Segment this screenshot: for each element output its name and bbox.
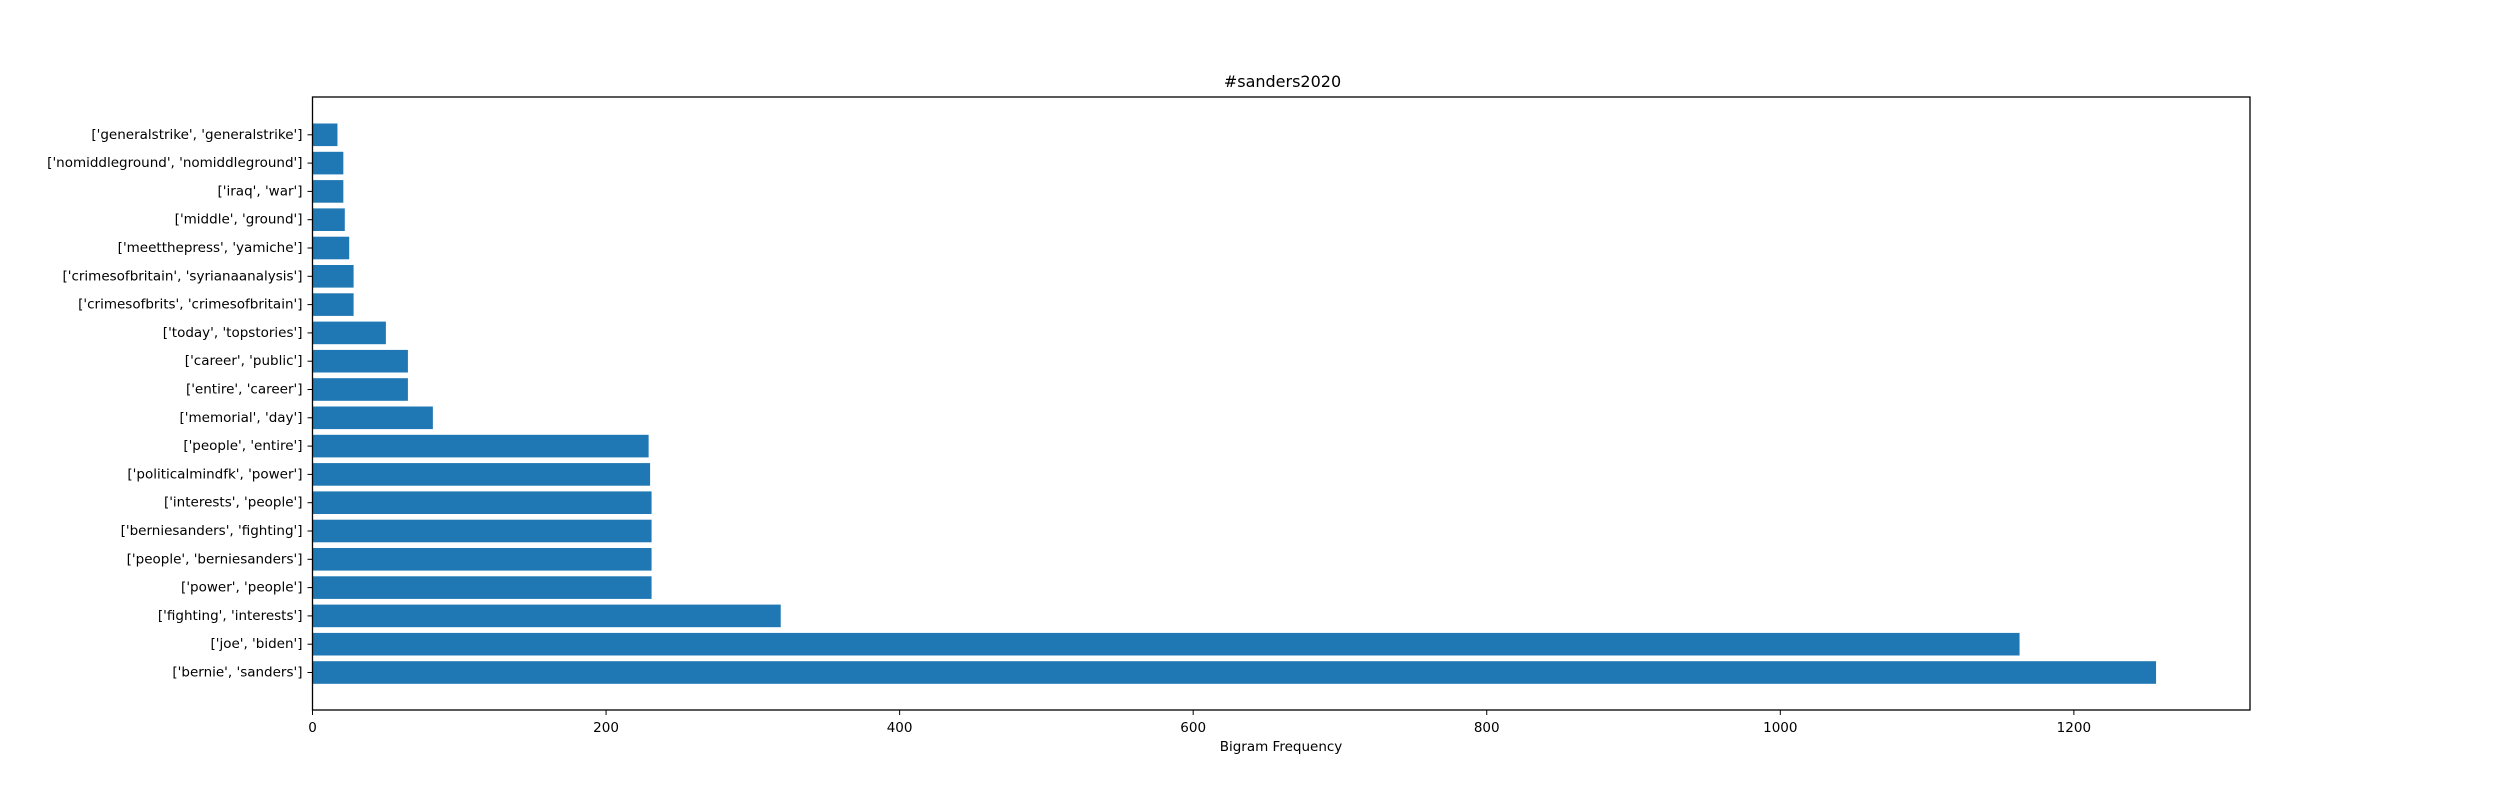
x-tick-label: 200 <box>593 720 619 736</box>
x-tick-label: 600 <box>1180 720 1206 736</box>
x-tick-label: 1200 <box>2057 720 2091 736</box>
y-tick-label: ['people', 'entire'] <box>183 438 302 454</box>
y-tick-label: ['memorial', 'day'] <box>180 410 303 426</box>
bar <box>312 548 652 571</box>
y-tick-label: ['power', 'people'] <box>181 580 302 596</box>
bar <box>312 349 408 373</box>
bar <box>312 123 338 147</box>
chart-title: #sanders2020 <box>1224 72 1341 91</box>
y-tick-label: ['politicalmindfk', 'power'] <box>127 466 302 482</box>
bar <box>312 406 433 430</box>
bar <box>312 378 408 401</box>
y-tick-label: ['bernie', 'sanders'] <box>172 665 302 681</box>
bars-group <box>312 123 2157 684</box>
y-tick-label: ['entire', 'career'] <box>186 382 303 398</box>
y-tick-label: ['joe', 'biden'] <box>210 636 302 652</box>
x-tick-label: 800 <box>1474 720 1500 736</box>
x-tick-label: 0 <box>308 720 317 736</box>
bar <box>312 293 354 316</box>
y-tick-label: ['fighting', 'interests'] <box>158 608 303 624</box>
y-tick-label: ['berniesanders', 'fighting'] <box>121 523 303 539</box>
y-tick-label: ['today', 'topstories'] <box>163 325 303 341</box>
x-ticks: 0 200 400 600 800 1000 1200 <box>308 710 2091 736</box>
bar <box>312 463 651 486</box>
y-tick-label: ['crimesofbrits', 'crimesofbritain'] <box>78 297 302 313</box>
y-tick-label: ['nomiddleground', 'nomiddleground'] <box>47 155 302 171</box>
bar <box>312 491 652 514</box>
y-tick-label: ['middle', 'ground'] <box>175 212 303 228</box>
bar <box>312 321 386 345</box>
y-tick-labels: ['bernie', 'sanders'] ['joe', 'biden'] ['f… <box>47 127 313 681</box>
y-tick-label: ['meetthepress', 'yamiche'] <box>118 240 303 256</box>
y-tick-label: ['interests', 'people'] <box>164 495 303 511</box>
bar <box>312 519 652 543</box>
x-tick-label: 1000 <box>1763 720 1797 736</box>
bar <box>312 604 781 628</box>
y-tick-label: ['generalstrike', 'generalstrike'] <box>91 127 302 143</box>
y-tick-label: ['people', 'berniesanders'] <box>127 551 303 567</box>
y-tick-label: ['iraq', 'war'] <box>218 183 303 199</box>
bar <box>312 180 344 203</box>
bar <box>312 434 649 458</box>
y-tick-label: ['career', 'public'] <box>185 353 303 369</box>
bar <box>312 208 345 231</box>
x-axis-label: Bigram Frequency <box>1220 739 1343 755</box>
bar <box>312 236 350 260</box>
bar <box>312 576 652 599</box>
x-tick-label: 400 <box>887 720 913 736</box>
bar <box>312 661 2157 684</box>
bar <box>312 151 344 175</box>
bar <box>312 632 2020 656</box>
plot-frame <box>311 96 2251 711</box>
bar <box>312 265 354 288</box>
y-tick-label: ['crimesofbritain', 'syrianaanalysis'] <box>62 268 302 284</box>
